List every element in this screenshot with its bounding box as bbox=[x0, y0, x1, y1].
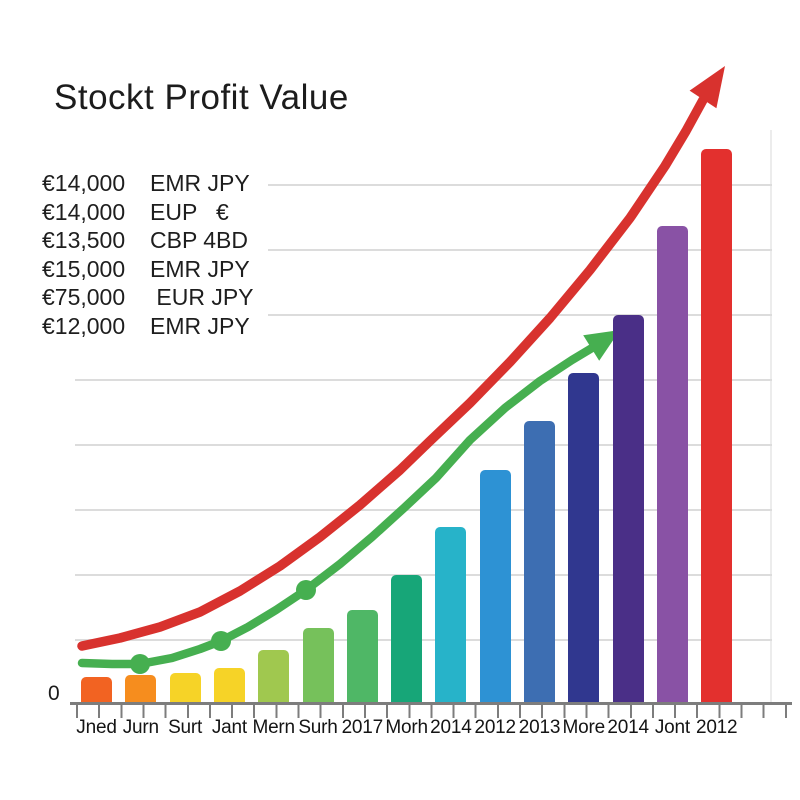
x-axis-label: 2012 bbox=[474, 717, 516, 738]
green-trend-arrow-point bbox=[296, 580, 316, 600]
bar-more bbox=[568, 373, 600, 703]
legend-value: €14,000 bbox=[42, 170, 126, 196]
x-axis-label: Jant bbox=[211, 717, 247, 738]
currency-legend: €14,000 EMR JPY €14,000 EUP € €13,500 CB… bbox=[38, 167, 268, 345]
legend-value: €13,500 bbox=[42, 227, 126, 254]
x-axis-label: Jurn bbox=[122, 717, 159, 738]
bar-mern bbox=[258, 650, 290, 703]
legend-row: €14,000 EUP € bbox=[42, 198, 254, 227]
legend-row: €12,000 EMR JPY bbox=[42, 312, 254, 341]
bar-2012 bbox=[479, 470, 511, 703]
bar-surh bbox=[302, 628, 334, 703]
bar-2014 bbox=[435, 527, 467, 703]
gridline bbox=[75, 314, 772, 316]
bar-jont bbox=[656, 226, 688, 703]
legend-value: €15,000 bbox=[42, 255, 126, 282]
gridline bbox=[75, 574, 772, 576]
red-trend-arrow-arrowhead-icon bbox=[689, 66, 725, 109]
x-axis-label: Jned bbox=[76, 717, 117, 738]
green-trend-arrow-line bbox=[77, 343, 597, 669]
x-axis-label: 2013 bbox=[518, 717, 561, 738]
legend-value: €14,000 bbox=[42, 198, 126, 225]
bar-2017 bbox=[346, 610, 378, 703]
bar-jant bbox=[213, 668, 245, 703]
legend-value: €75,000 bbox=[42, 284, 126, 311]
legend-code: EUR JPY bbox=[150, 284, 254, 311]
x-axis-label: Mern bbox=[252, 717, 295, 738]
bar-2012 bbox=[701, 149, 733, 703]
legend-code: EMR JPY bbox=[150, 170, 250, 196]
x-axis-ticks bbox=[76, 705, 788, 718]
legend-row: €75,000 EUR JPY bbox=[42, 283, 254, 312]
gridline bbox=[75, 639, 772, 641]
gridline bbox=[75, 509, 772, 511]
x-axis-label: Jont bbox=[654, 717, 690, 738]
gridline bbox=[75, 184, 772, 186]
x-axis-label: 2012 bbox=[695, 717, 738, 738]
legend-row: €15,000 EMR JPY bbox=[42, 255, 254, 284]
legend-row: €13,500 CBP 4BD bbox=[42, 226, 254, 255]
bar-morh bbox=[391, 575, 423, 703]
gridline bbox=[75, 379, 772, 381]
x-axis-label: 2014 bbox=[607, 717, 649, 738]
x-axis-line bbox=[70, 702, 792, 705]
green-trend-arrow-arrowhead-icon bbox=[583, 330, 620, 361]
bar-jurn bbox=[125, 675, 157, 703]
x-axis-label: Surh bbox=[298, 717, 338, 738]
bar-surt bbox=[169, 673, 201, 703]
page-title: Stockt Profit Value bbox=[54, 78, 349, 117]
green-trend-arrow-point bbox=[211, 631, 231, 651]
legend-code: EMR JPY bbox=[150, 312, 250, 339]
gridline bbox=[75, 249, 772, 251]
y-axis-zero-label: 0 bbox=[48, 682, 60, 705]
x-axis-label: More bbox=[562, 717, 606, 738]
bar-jned bbox=[81, 677, 112, 703]
legend-row: €14,000 EMR JPY bbox=[42, 169, 254, 198]
plot-right-edge bbox=[770, 130, 772, 703]
bar-2014 bbox=[612, 315, 644, 703]
x-axis-label: 2014 bbox=[430, 717, 472, 738]
green-trend-arrow-point bbox=[130, 654, 150, 674]
legend-code: CBP 4BD bbox=[150, 227, 249, 254]
red-trend-arrow-line bbox=[77, 95, 708, 651]
legend-code: EUP € bbox=[150, 198, 229, 225]
legend-value: €12,000 bbox=[42, 312, 126, 339]
legend-code: EMR JPY bbox=[150, 255, 250, 282]
x-axis-label: Surt bbox=[168, 717, 203, 738]
bar-2013 bbox=[524, 421, 555, 703]
x-axis-label: Morh bbox=[385, 717, 428, 738]
x-axis-label: 2017 bbox=[341, 717, 384, 738]
